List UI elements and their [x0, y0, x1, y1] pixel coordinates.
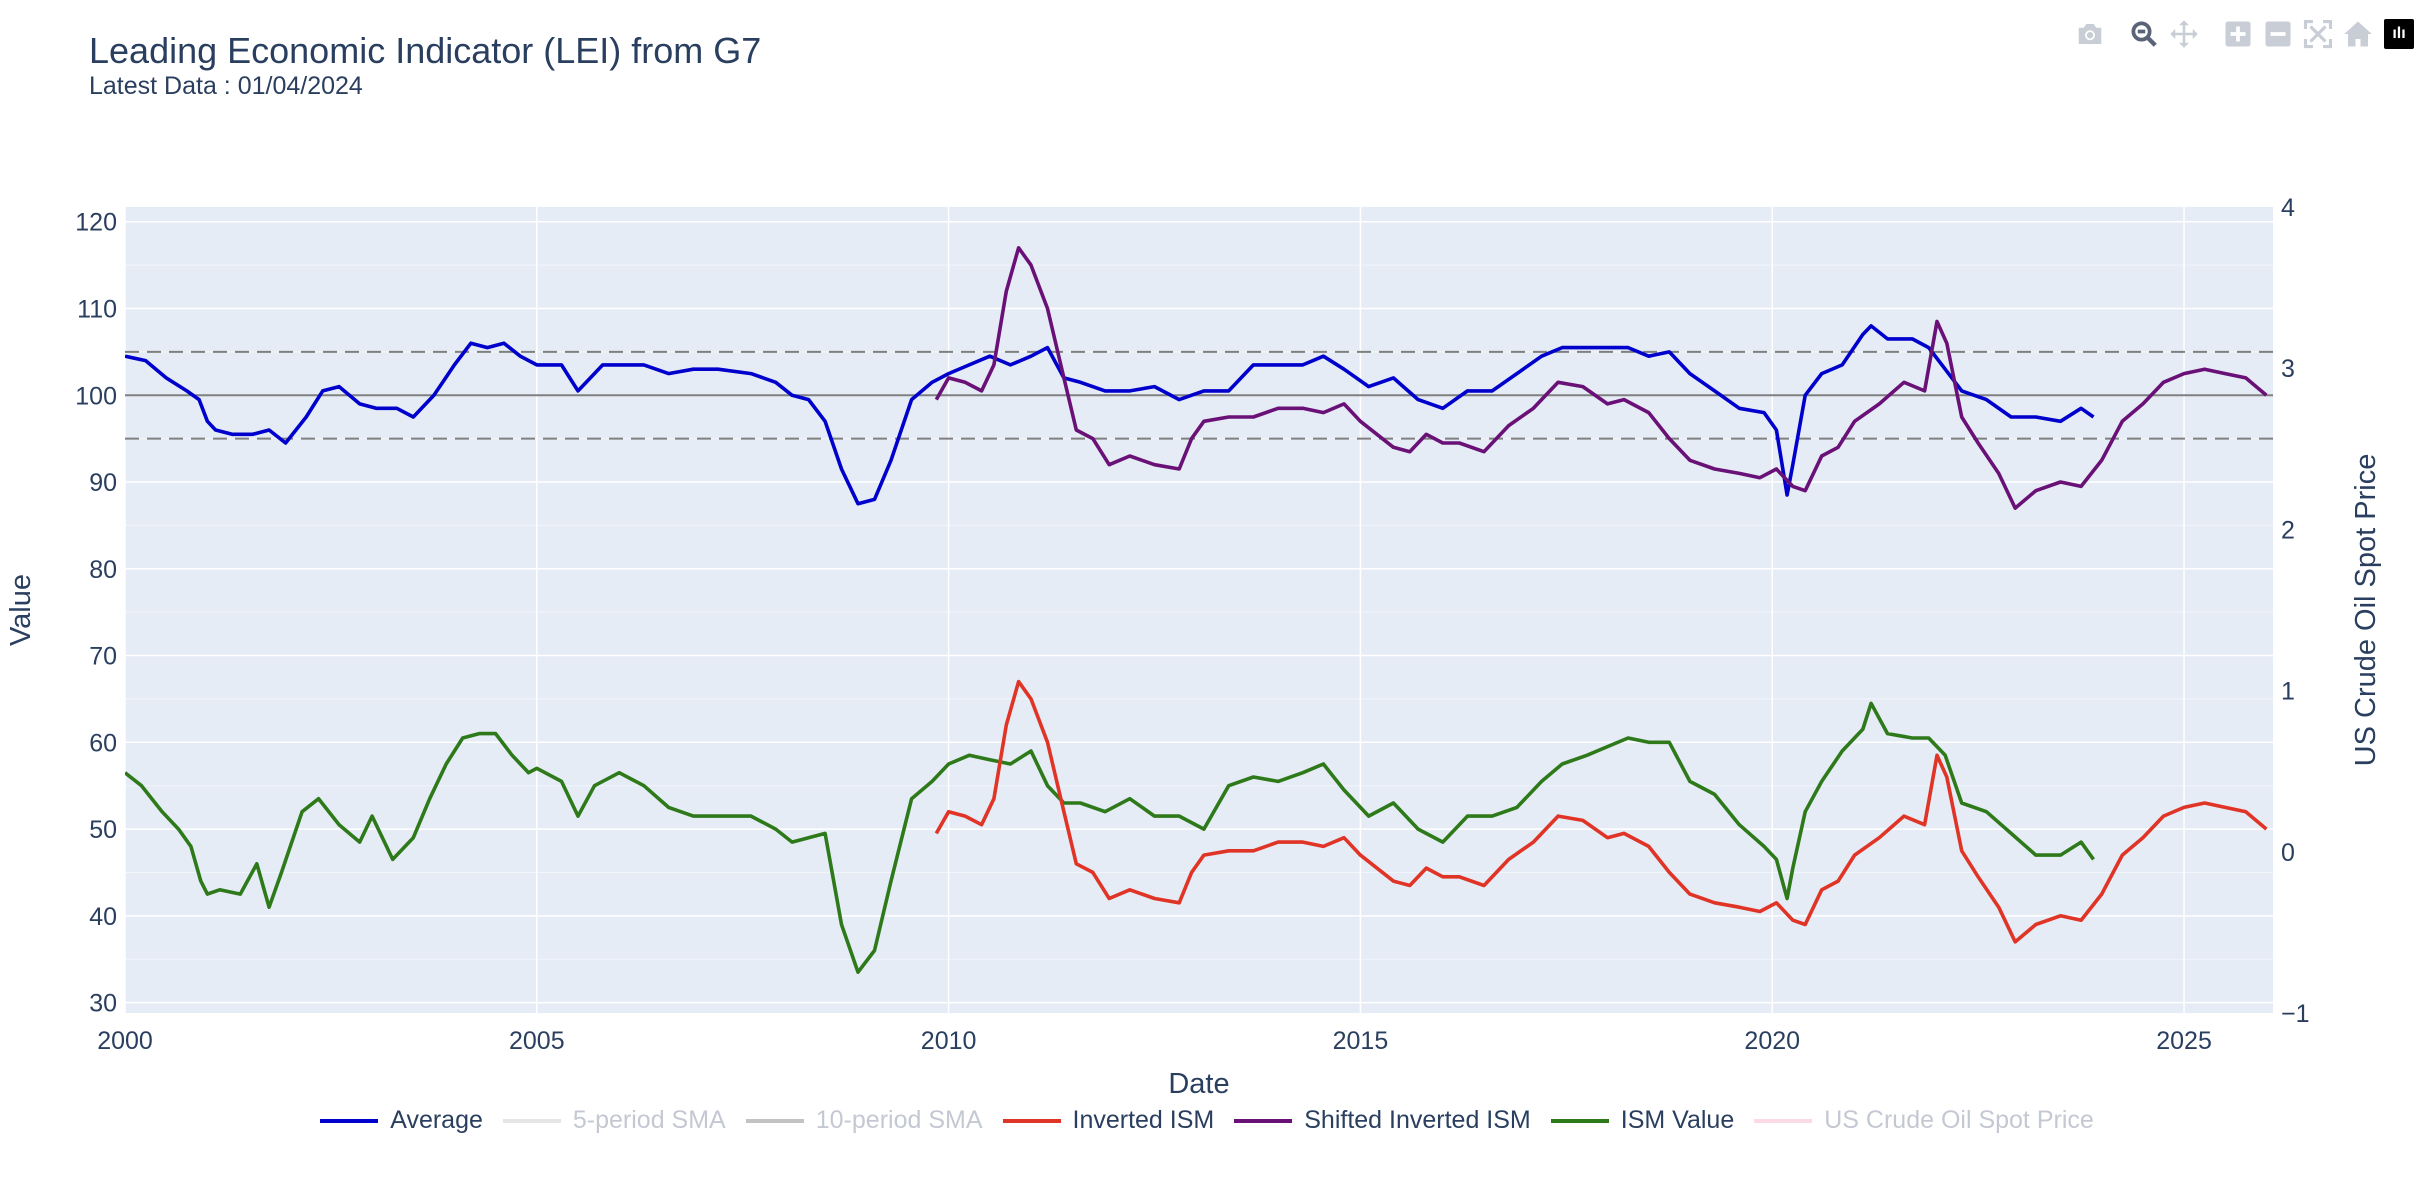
y2-tick-label: −1 — [2281, 1000, 2310, 1028]
y-tick-label: 100 — [75, 382, 117, 410]
y2-tick-label: 1 — [2281, 678, 2295, 706]
autoscale-icon[interactable] — [2298, 14, 2338, 54]
legend-item-average[interactable]: Average — [320, 1106, 483, 1135]
legend-item-shifted-inverted-ism[interactable]: Shifted Inverted ISM — [1234, 1106, 1531, 1135]
y2-tick-label: 2 — [2281, 516, 2295, 544]
reset-axes-icon[interactable] — [2338, 14, 2378, 54]
legend-label: 5-period SMA — [572, 1106, 726, 1134]
y-tick-label: 50 — [89, 816, 117, 844]
y2-tick-label: 3 — [2281, 355, 2295, 383]
legend-item-10-period-sma[interactable]: 10-period SMA — [745, 1106, 983, 1135]
pan-icon[interactable] — [2164, 14, 2204, 54]
modebar: ılı — [2070, 14, 2414, 54]
legend-item-inverted-ism[interactable]: Inverted ISM — [1002, 1106, 1215, 1135]
y-tick-label: 70 — [89, 643, 117, 671]
legend-label: Shifted Inverted ISM — [1304, 1106, 1531, 1134]
y2-tick-label: 4 — [2281, 194, 2295, 222]
series-line-inverted-ism — [934, 679, 2268, 944]
legend-swatch — [320, 1118, 379, 1123]
legend-swatch — [745, 1118, 804, 1123]
y-tick-label: 40 — [89, 903, 117, 931]
legend-swatch — [502, 1118, 561, 1123]
y-axis-title: Value — [5, 574, 37, 646]
legend-swatch — [1234, 1118, 1293, 1123]
x-tick-label: 2015 — [1333, 1027, 1389, 1055]
plot-area — [125, 207, 2273, 1013]
chart-title: Leading Economic Indicator (LEI) from G7 — [89, 30, 762, 71]
camera-icon[interactable] — [2070, 14, 2110, 54]
x-tick-label: 2000 — [97, 1027, 153, 1055]
series-line-average — [125, 324, 2095, 506]
legend-swatch — [1754, 1118, 1813, 1123]
legend: Average 5-period SMA 10-period SMA Inverted… — [0, 1106, 2414, 1135]
legend-label: Average — [390, 1106, 483, 1134]
legend-label: 10-period SMA — [815, 1106, 983, 1134]
y-tick-label: 80 — [89, 556, 117, 584]
chart-subtitle: Latest Data : 01/04/2024 — [89, 72, 363, 100]
x-tick-label: 2020 — [1744, 1027, 1800, 1055]
y-tick-label: 110 — [77, 296, 117, 324]
y2-axis-title: US Crude Oil Spot Price — [2350, 454, 2382, 767]
legend-item-us-crude-oil-spot-price[interactable]: US Crude Oil Spot Price — [1754, 1106, 2094, 1135]
series-line-ism-value — [125, 701, 2095, 974]
x-tick-label: 2005 — [509, 1027, 565, 1055]
zoom-out-icon[interactable] — [2258, 14, 2298, 54]
legend-item-5-period-sma[interactable]: 5-period SMA — [502, 1106, 726, 1135]
y-tick-label: 60 — [89, 729, 117, 757]
legend-label: ISM Value — [1620, 1106, 1735, 1134]
x-axis-title: Date — [1168, 1068, 1229, 1100]
legend-label: US Crude Oil Spot Price — [1824, 1106, 2094, 1134]
series-line-shifted-inverted-ism — [934, 246, 2268, 510]
y-tick-label: 120 — [75, 209, 117, 237]
legend-item-ism-value[interactable]: ISM Value — [1550, 1106, 1735, 1135]
legend-swatch — [1002, 1118, 1061, 1123]
x-tick-label: 2010 — [921, 1027, 977, 1055]
y-tick-label: 30 — [89, 990, 117, 1018]
legend-label: Inverted ISM — [1072, 1106, 1215, 1134]
zoom-in-icon[interactable] — [2218, 14, 2258, 54]
y-tick-label: 90 — [89, 469, 117, 497]
zoom-icon[interactable] — [2124, 14, 2164, 54]
plotly-logo-icon[interactable]: ılı — [2384, 19, 2414, 49]
y2-tick-label: 0 — [2281, 839, 2295, 867]
x-tick-label: 2025 — [2156, 1027, 2212, 1055]
legend-swatch — [1550, 1118, 1609, 1123]
